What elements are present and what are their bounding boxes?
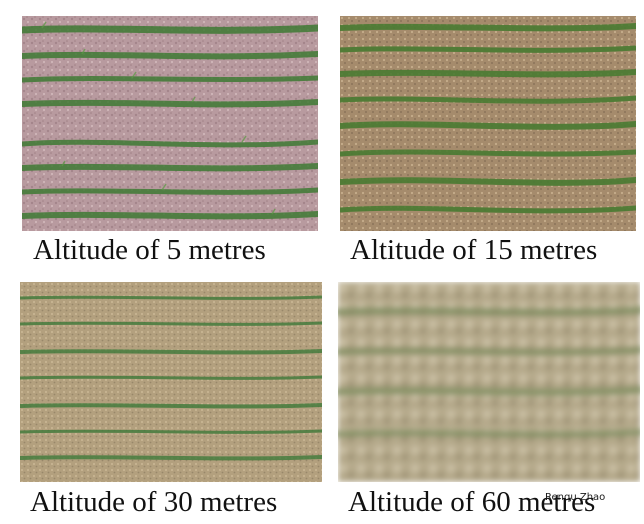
aerial-photo-15m [340, 16, 636, 231]
aerial-photo-30m [20, 282, 322, 482]
aerial-photo-60m [338, 282, 640, 482]
aerial-photo-5m [22, 16, 318, 231]
caption-5m: Altitude of 5 metres [33, 234, 266, 266]
caption-15m: Altitude of 15 metres [350, 234, 598, 266]
caption-30m: Altitude of 30 metres [30, 486, 278, 518]
caption-60m: Altitude of 60 metres [348, 486, 596, 518]
author-watermark: Renqu Zhao [545, 492, 606, 503]
